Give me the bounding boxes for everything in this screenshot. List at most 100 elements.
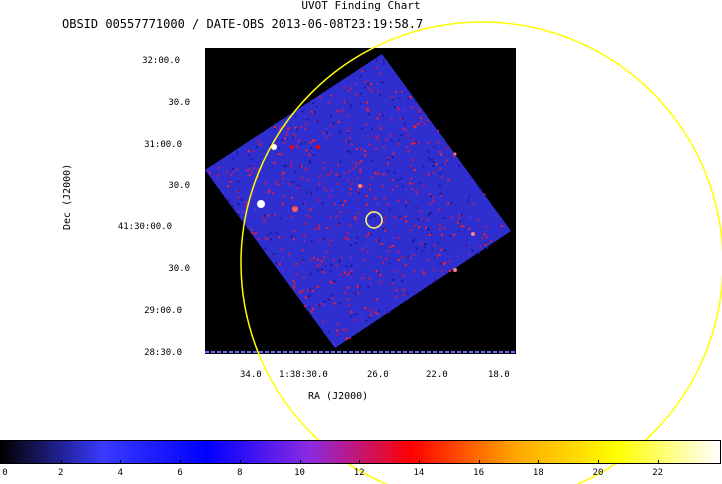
noise-pixel <box>347 298 349 301</box>
noise-pixel <box>483 233 486 236</box>
noise-pixel <box>427 142 430 145</box>
noise-pixel <box>259 143 262 146</box>
noise-pixel <box>358 161 361 164</box>
noise-pixel <box>361 106 364 109</box>
noise-pixel <box>428 156 431 159</box>
noise-pixel <box>381 114 384 117</box>
noise-pixel <box>228 199 231 202</box>
noise-pixel <box>346 101 349 104</box>
noise-pixel <box>456 255 459 258</box>
colorbar-tick-label: 4 <box>117 468 124 478</box>
noise-pixel <box>364 245 367 248</box>
noise-pixel <box>385 138 388 141</box>
noise-pixel <box>357 189 360 191</box>
noise-pixel <box>395 296 398 299</box>
noise-pixel <box>350 315 353 318</box>
noise-pixel <box>409 96 412 99</box>
source <box>358 184 362 188</box>
noise-pixel <box>359 168 362 171</box>
noise-pixel <box>446 146 449 149</box>
noise-pixel <box>439 192 442 195</box>
noise-pixel <box>438 184 441 187</box>
noise-pixel <box>430 195 433 198</box>
noise-pixel <box>358 192 361 195</box>
noise-pixel <box>278 153 281 155</box>
noise-pixel <box>415 192 418 195</box>
noise-pixel <box>322 238 325 240</box>
x-tick-label: 26.0 <box>367 370 389 380</box>
noise-pixel <box>368 189 371 191</box>
noise-pixel <box>315 187 318 190</box>
noise-pixel <box>288 183 291 186</box>
noise-pixel <box>308 306 311 309</box>
noise-pixel <box>225 170 228 173</box>
noise-pixel <box>350 143 353 146</box>
noise-pixel <box>281 269 284 272</box>
noise-pixel <box>397 258 400 261</box>
noise-pixel <box>485 235 488 238</box>
noise-pixel <box>427 173 430 176</box>
noise-pixel <box>382 59 385 62</box>
noise-pixel <box>257 168 260 171</box>
noise-pixel <box>294 126 297 129</box>
noise-pixel <box>281 139 284 141</box>
noise-pixel <box>341 109 344 112</box>
noise-pixel <box>438 253 441 256</box>
noise-pixel <box>268 189 271 191</box>
noise-pixel <box>318 304 320 307</box>
noise-pixel <box>404 122 406 125</box>
noise-pixel <box>344 200 347 203</box>
noise-pixel <box>232 170 235 173</box>
colorbar-tick-mark <box>299 460 301 464</box>
noise-pixel <box>382 221 385 224</box>
noise-pixel <box>383 197 386 200</box>
noise-pixel <box>300 126 303 128</box>
noise-pixel <box>361 248 364 251</box>
noise-pixel <box>248 174 251 176</box>
noise-pixel <box>284 137 286 140</box>
noise-pixel <box>278 263 281 266</box>
noise-pixel <box>396 179 399 182</box>
noise-pixel <box>287 127 290 130</box>
noise-pixel <box>325 250 328 253</box>
noise-pixel <box>278 147 281 150</box>
colorbar <box>0 440 721 464</box>
noise-pixel <box>337 121 340 123</box>
noise-pixel <box>415 100 417 103</box>
noise-pixel <box>452 233 455 236</box>
noise-pixel <box>298 139 301 142</box>
noise-pixel <box>304 127 307 130</box>
noise-pixel <box>411 142 414 145</box>
noise-pixel <box>383 146 386 149</box>
noise-pixel <box>449 260 451 263</box>
noise-pixel <box>409 229 412 232</box>
noise-pixel <box>215 175 218 178</box>
noise-pixel <box>412 253 415 256</box>
noise-pixel <box>337 164 340 167</box>
noise-pixel <box>316 120 319 122</box>
noise-pixel <box>230 173 233 176</box>
noise-pixel <box>479 244 482 247</box>
noise-pixel <box>290 215 293 218</box>
noise-pixel <box>325 136 328 139</box>
noise-pixel <box>368 143 371 146</box>
noise-pixel <box>440 175 443 178</box>
noise-pixel <box>414 270 417 273</box>
noise-pixel <box>339 201 342 204</box>
noise-pixel <box>466 200 469 203</box>
noise-pixel <box>460 224 463 227</box>
noise-pixel <box>295 145 298 148</box>
noise-pixel <box>432 164 434 167</box>
noise-pixel <box>444 261 447 264</box>
noise-pixel <box>248 154 251 156</box>
colorbar-tick-mark <box>598 460 599 464</box>
noise-pixel <box>401 185 404 188</box>
noise-pixel <box>292 279 295 282</box>
colorbar-tick-label: 2 <box>57 468 64 478</box>
noise-pixel <box>257 175 260 178</box>
noise-pixel <box>327 134 330 137</box>
noise-pixel <box>406 146 409 148</box>
noise-pixel <box>354 216 357 219</box>
noise-pixel <box>374 311 377 314</box>
noise-pixel <box>405 220 408 223</box>
